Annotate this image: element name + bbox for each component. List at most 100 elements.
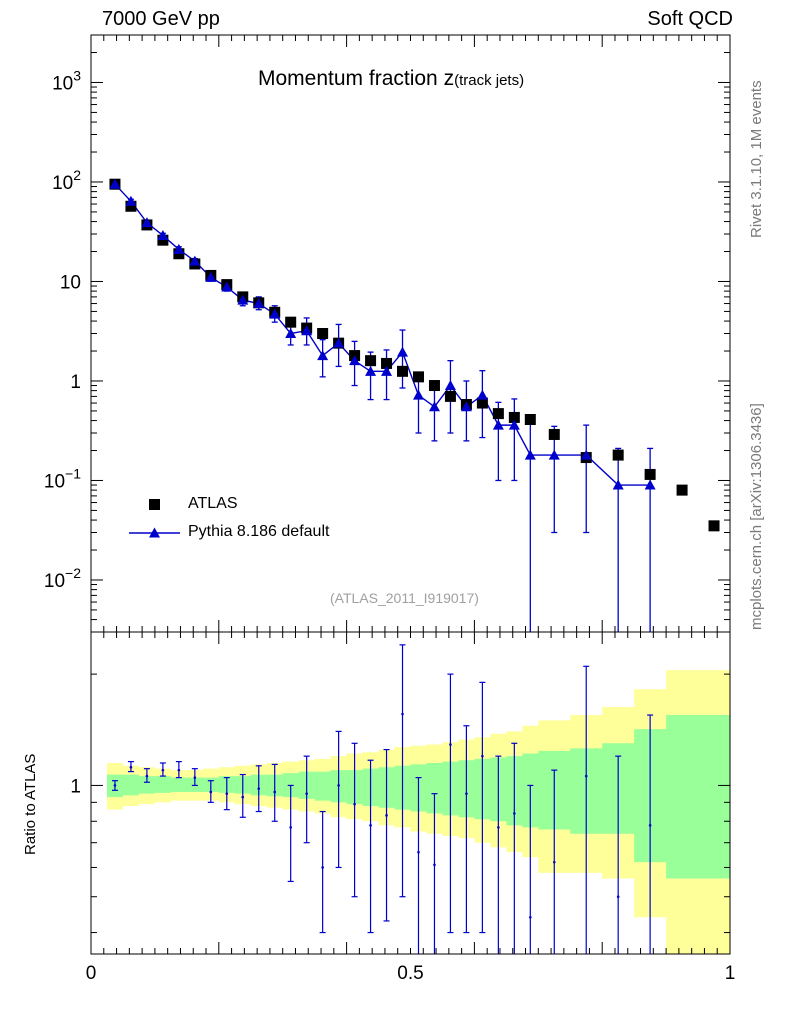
ratio-point: [353, 802, 356, 806]
ratio-xtick-label: 0.5: [397, 963, 423, 984]
main-ytick-label: 1: [70, 372, 81, 393]
data-point-atlas: [708, 520, 720, 532]
ratio-point: [584, 774, 588, 778]
data-point-atlas: [524, 414, 536, 426]
ratio-point: [401, 712, 404, 716]
data-point-atlas: [157, 234, 169, 246]
data-point-pythia: [157, 229, 169, 240]
data-point-pythia: [285, 328, 297, 338]
data-point-pythia: [237, 294, 249, 305]
data-point-atlas: [365, 355, 377, 367]
header-category-label: Soft QCD: [647, 8, 733, 30]
legend-marker-pythia: [149, 527, 160, 538]
ratio-point: [321, 866, 324, 869]
data-point-atlas: [548, 428, 560, 440]
data-point-pythia: [173, 243, 185, 254]
plot-title-text: Momentum fraction: [258, 67, 444, 90]
analysis-id-label: (ATLAS_2011_I919017): [330, 590, 479, 606]
ratio-point: [369, 824, 372, 827]
ratio-point: [433, 863, 436, 867]
ratio-point: [337, 784, 340, 787]
data-point-atlas: [508, 411, 520, 423]
main-ytick-label: 102: [52, 167, 81, 194]
data-point-pythia: [125, 195, 137, 206]
data-point-atlas: [381, 357, 393, 369]
data-point-pythia: [301, 325, 313, 336]
data-point-pythia: [269, 308, 281, 319]
data-point-pythia: [492, 419, 504, 430]
plot-title: Momentum fraction z(track jets): [258, 67, 524, 91]
ratio-point: [449, 743, 452, 746]
header-energy-label: 7000 GeV pp: [102, 8, 220, 30]
data-point-pythia: [397, 346, 409, 357]
legend: [129, 499, 180, 538]
ratio-point: [257, 787, 261, 790]
ratio-point: [417, 850, 420, 854]
ratio-xtick-label: 1: [725, 963, 736, 984]
ratio-point: [616, 895, 620, 899]
ratio-xtick-label: 0: [86, 963, 97, 984]
ratio-point: [481, 754, 484, 758]
legend-marker-atlas: [149, 499, 160, 510]
data-point-pythia: [381, 365, 393, 376]
ratio-point: [113, 784, 117, 787]
data-point-pythia: [317, 350, 329, 361]
plot-title-subscript: (track jets): [454, 72, 525, 89]
main-ytick-label: 103: [52, 67, 81, 94]
ratio-point: [305, 792, 308, 795]
ratio-point: [465, 792, 468, 795]
ratio-point: [177, 768, 181, 772]
data-point-atlas: [476, 397, 488, 409]
ratio-point: [513, 812, 516, 815]
data-point-atlas: [444, 390, 456, 402]
data-point-pythia: [349, 355, 361, 366]
data-point-atlas: [412, 371, 424, 383]
legend-label-pythia: Pythia 8.186 default: [188, 523, 330, 540]
data-point-atlas: [428, 380, 440, 392]
ratio-point: [241, 795, 245, 799]
data-point-pythia: [508, 419, 520, 430]
main-frame: [90, 34, 731, 633]
data-point-atlas: [644, 468, 656, 480]
data-point-pythia: [476, 389, 488, 400]
ratio-point: [225, 792, 229, 795]
data-point-pythia: [333, 337, 345, 348]
data-point-pythia: [444, 380, 456, 391]
data-point-pythia: [548, 449, 560, 460]
ratio-point: [497, 826, 500, 829]
data-point-pythia: [205, 271, 217, 282]
ratio-point: [552, 860, 556, 864]
data-point-pythia: [580, 449, 592, 460]
ratio-point: [161, 768, 165, 772]
data-point-pythia: [412, 389, 424, 400]
ratio-point: [385, 814, 388, 817]
ratio-panel: [106, 644, 731, 954]
plot-title-variable: z: [443, 67, 455, 90]
ratio-point: [289, 826, 292, 829]
legend-label-atlas: ATLAS: [188, 495, 238, 512]
main-ytick-label: 10: [60, 272, 81, 293]
data-point-pythia: [189, 255, 201, 266]
ratio-point: [273, 790, 277, 794]
ratio-point: [145, 774, 149, 778]
ratio-point: [129, 765, 133, 769]
data-point-pythia: [253, 298, 265, 309]
data-point-atlas: [125, 200, 137, 212]
ratio-point: [648, 824, 652, 827]
data-point-atlas: [676, 484, 688, 496]
data-point-atlas: [317, 328, 329, 339]
data-point-atlas: [285, 316, 297, 328]
main-panel: [109, 178, 720, 632]
data-point-pythia: [221, 281, 233, 292]
main-ytick-label: 10−1: [44, 465, 81, 492]
ratio-ytick-label: 1: [70, 776, 81, 797]
ratio-point: [193, 776, 197, 779]
data-point-pythia: [460, 401, 472, 412]
data-point-pythia: [644, 479, 656, 490]
ratio-point: [209, 790, 213, 794]
data-point-atlas: [612, 449, 624, 461]
axes: 10−2 10−1 1 10 102 103 0 0.5 1 1: [44, 34, 736, 984]
data-point-pythia: [428, 401, 440, 412]
data-point-pythia: [612, 479, 624, 490]
